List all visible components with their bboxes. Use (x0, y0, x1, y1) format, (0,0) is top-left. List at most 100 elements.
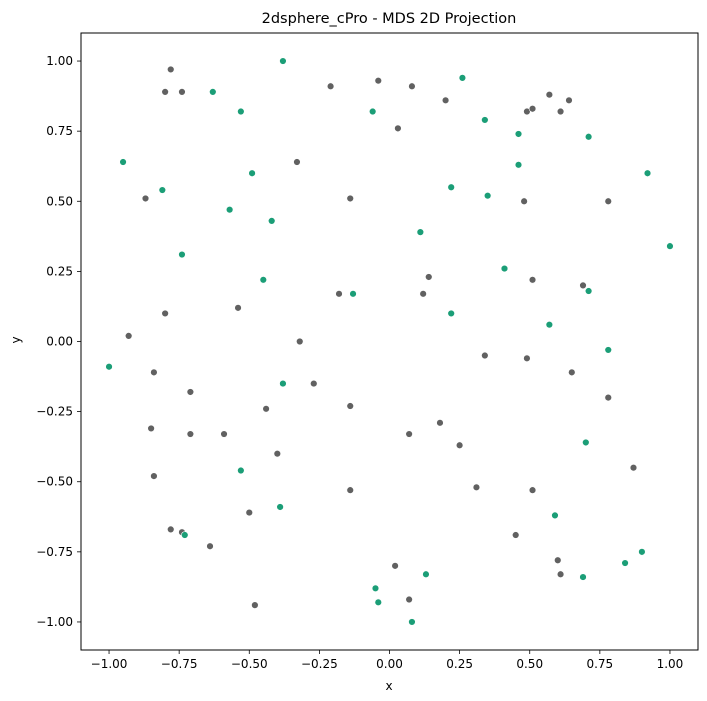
data-point-s0-47 (472, 483, 481, 492)
y-tick-label: −0.75 (36, 545, 73, 559)
y-tick-label: 0.50 (46, 194, 73, 208)
data-point-s1-26 (105, 363, 113, 371)
data-point-s0-22 (579, 281, 587, 290)
points-layer (105, 57, 674, 626)
data-point-s0-27 (481, 351, 489, 360)
x-axis-label: x (385, 679, 392, 693)
data-point-s1-22 (349, 290, 357, 298)
data-point-s0-2 (178, 88, 186, 96)
data-point-s0-57 (251, 601, 259, 609)
data-point-s0-29 (150, 368, 158, 377)
data-point-s0-8 (545, 90, 554, 99)
data-point-s1-29 (582, 438, 590, 447)
data-point-s1-35 (621, 559, 629, 567)
data-point-s0-35 (346, 402, 354, 410)
data-point-s0-10 (528, 105, 537, 113)
data-point-s0-28 (523, 354, 531, 363)
data-point-s1-12 (158, 186, 167, 194)
x-tick-label: 0.00 (376, 657, 403, 671)
data-point-s0-17 (604, 197, 612, 205)
data-point-s0-16 (520, 197, 528, 205)
data-point-s0-13 (293, 158, 301, 166)
data-point-s1-16 (268, 217, 276, 225)
data-point-s0-48 (528, 486, 537, 494)
data-point-s1-39 (374, 598, 382, 607)
y-tick-label: −0.50 (36, 475, 73, 489)
y-tick-label: 0.00 (46, 335, 73, 349)
data-point-s0-33 (604, 393, 612, 402)
data-point-s0-56 (405, 595, 413, 604)
data-point-s0-14 (141, 194, 150, 203)
data-point-s0-31 (186, 388, 195, 396)
data-point-s1-40 (408, 618, 416, 626)
data-point-s1-21 (259, 276, 267, 284)
data-point-s0-39 (405, 430, 413, 438)
data-point-s0-25 (124, 332, 133, 340)
data-point-s0-54 (391, 562, 399, 570)
data-point-s0-51 (206, 542, 214, 550)
data-point-s0-21 (528, 276, 537, 284)
data-point-s0-44 (629, 464, 638, 472)
data-point-s0-45 (245, 508, 253, 517)
data-point-s0-0 (167, 65, 175, 74)
data-point-s1-3 (237, 107, 245, 116)
data-point-s1-36 (422, 570, 430, 578)
data-point-s0-52 (512, 531, 520, 539)
data-point-s1-27 (604, 346, 612, 354)
data-point-s1-23 (584, 287, 593, 295)
data-point-s0-18 (425, 273, 433, 281)
data-point-s1-19 (666, 242, 674, 250)
data-point-s0-3 (326, 82, 335, 90)
data-point-s0-30 (568, 368, 576, 377)
data-point-s0-5 (408, 82, 416, 90)
y-axis: −1.00 −0.75 −0.50 −0.25 0.00 0.25 0.50 0.75 1.00 (36, 54, 81, 629)
x-tick-label: 1.00 (657, 657, 684, 671)
x-tick-label: 0.25 (446, 657, 473, 671)
data-point-s1-5 (481, 116, 489, 124)
y-tick-label: −0.25 (36, 405, 73, 419)
data-point-s1-24 (447, 309, 455, 318)
data-point-s0-24 (234, 304, 242, 312)
chart-title: 2dsphere_cPro - MDS 2D Projection (262, 11, 517, 27)
data-point-s1-18 (178, 250, 186, 259)
data-point-s0-12 (565, 96, 573, 105)
data-point-s0-37 (186, 430, 195, 438)
data-point-s1-15 (225, 205, 234, 214)
data-point-s1-37 (579, 573, 587, 581)
data-point-s1-1 (458, 74, 467, 82)
data-point-s0-41 (455, 441, 464, 449)
y-tick-label: 0.75 (46, 124, 73, 138)
data-point-s0-1 (161, 88, 169, 96)
data-point-s1-10 (248, 169, 256, 177)
data-point-s0-46 (346, 486, 354, 494)
data-point-s0-49 (167, 525, 175, 534)
plot-frame (80, 32, 699, 651)
data-point-s1-13 (447, 183, 455, 191)
x-tick-label: −1.00 (91, 657, 128, 671)
data-point-s0-26 (296, 337, 304, 346)
x-tick-label: 0.50 (516, 657, 543, 671)
y-tick-label: 1.00 (46, 54, 73, 68)
data-point-s0-43 (150, 472, 158, 480)
data-point-s1-6 (514, 130, 523, 138)
x-tick-label: −0.50 (231, 657, 268, 671)
data-point-s0-23 (161, 309, 169, 318)
data-point-s0-55 (556, 570, 565, 578)
data-point-s1-14 (483, 191, 492, 200)
data-point-s1-20 (500, 264, 509, 273)
y-tick-label: −1.00 (36, 615, 73, 629)
data-point-s0-38 (220, 430, 228, 438)
y-axis-label: y (9, 336, 23, 343)
data-point-s1-30 (237, 466, 245, 475)
data-point-s0-4 (374, 76, 382, 85)
data-point-s1-32 (551, 511, 559, 520)
data-point-s1-11 (643, 169, 652, 177)
data-point-s0-19 (335, 290, 343, 298)
data-point-s1-25 (545, 320, 554, 329)
data-point-s0-11 (556, 107, 565, 116)
data-point-s1-31 (276, 503, 284, 511)
data-point-s0-7 (394, 124, 402, 133)
x-axis: −1.00 −0.75 −0.50 −0.25 0.00 0.25 0.50 0.75 1.00 (91, 650, 684, 671)
data-point-s1-33 (181, 531, 189, 539)
